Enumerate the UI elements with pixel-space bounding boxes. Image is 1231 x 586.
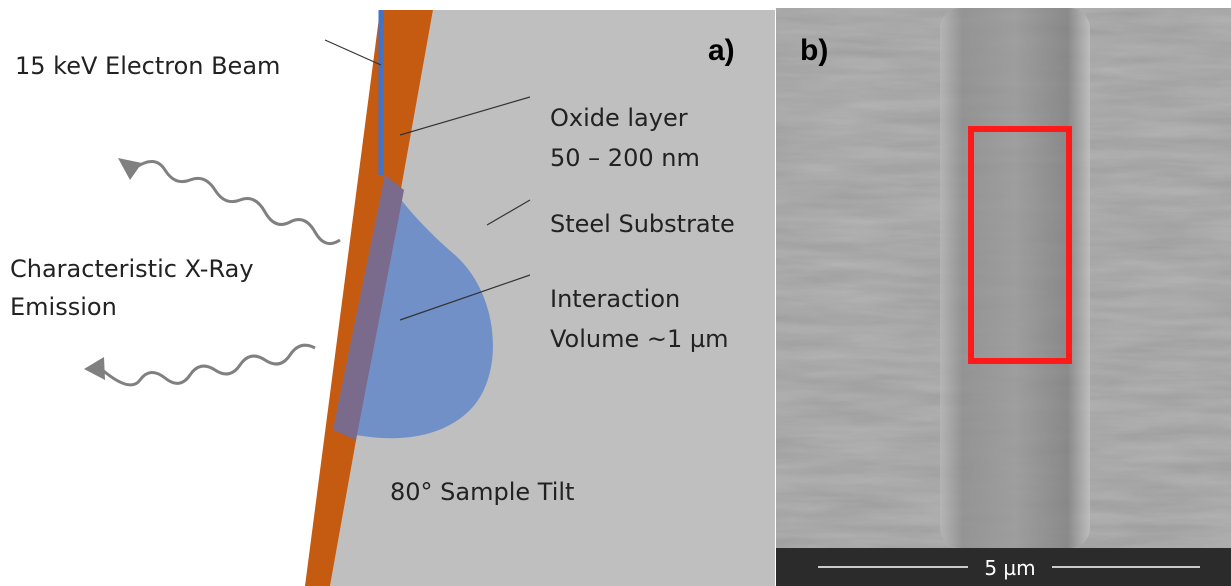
beam-label: 15 keV Electron Beam <box>15 52 280 80</box>
emission-label: Characteristic X-Ray <box>10 255 254 283</box>
emission-label: Emission <box>10 293 117 321</box>
panel-label: a) <box>708 34 735 67</box>
panel-b: 5 µm b) <box>776 8 1231 586</box>
panel-a: 15 keV Electron Beam Oxide layer 50 – 20… <box>10 10 775 586</box>
substrate-label: Steel Substrate <box>550 210 735 238</box>
panel-label: b) <box>800 34 828 67</box>
arrowhead <box>118 158 142 180</box>
arrowhead <box>84 357 105 380</box>
volume-label: Volume ~1 µm <box>550 325 729 353</box>
volume-label: Interaction <box>550 285 680 313</box>
oxide-label: 50 – 200 nm <box>550 144 700 172</box>
scale-label: 5 µm <box>984 556 1035 580</box>
figure: 15 keV Electron Beam Oxide layer 50 – 20… <box>0 0 1231 586</box>
tilt-label: 80° Sample Tilt <box>390 478 574 506</box>
oxide-label: Oxide layer <box>550 104 688 132</box>
